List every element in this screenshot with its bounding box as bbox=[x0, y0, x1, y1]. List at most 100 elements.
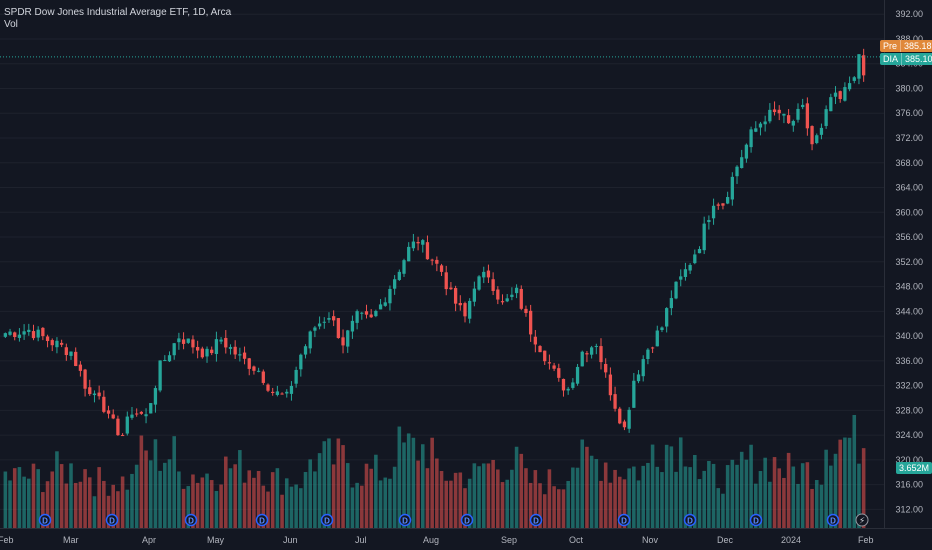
volume-bar bbox=[388, 478, 392, 528]
candle-body bbox=[852, 77, 856, 81]
volume-bar bbox=[139, 435, 144, 528]
dividend-markers: D D D D D D D D D D D D ⚡ bbox=[38, 513, 869, 527]
volume-bar bbox=[768, 481, 772, 528]
dividend-marker-icon bbox=[38, 513, 52, 527]
candle-body bbox=[613, 394, 617, 409]
dividend-marker-letter: D bbox=[687, 517, 693, 526]
volume-bar bbox=[31, 463, 36, 528]
candle-body bbox=[346, 330, 350, 347]
volume-bar bbox=[317, 453, 322, 528]
volume-bar bbox=[233, 464, 237, 528]
candlesticks bbox=[0, 48, 884, 437]
volume-bar bbox=[214, 490, 219, 528]
volume-bar bbox=[557, 489, 561, 528]
candle-body bbox=[744, 144, 749, 159]
candle-body bbox=[735, 166, 739, 177]
volume-bar bbox=[266, 491, 270, 528]
candle-body bbox=[266, 384, 270, 391]
candle-body bbox=[350, 320, 355, 332]
volume-bar bbox=[721, 493, 725, 528]
candle-body bbox=[252, 366, 256, 371]
volume-bar bbox=[439, 470, 444, 528]
candle-body bbox=[135, 413, 139, 415]
price-tick-label: 376.00 bbox=[895, 108, 923, 118]
candle-body bbox=[247, 358, 251, 369]
volume-bar bbox=[472, 463, 477, 528]
volume-bar bbox=[449, 480, 453, 528]
volume-bar bbox=[444, 480, 449, 528]
volume-bar bbox=[55, 451, 59, 528]
volume-bar bbox=[655, 466, 660, 528]
volume-bar bbox=[219, 484, 223, 528]
volume-bar bbox=[97, 467, 101, 528]
candle-body bbox=[491, 279, 495, 291]
price-tick-label: 340.00 bbox=[895, 331, 923, 341]
candle-body bbox=[702, 223, 706, 251]
candle-body bbox=[364, 311, 369, 315]
volume-bar bbox=[838, 439, 842, 528]
volume-bar bbox=[17, 467, 22, 528]
dividend-marker-icon bbox=[826, 513, 840, 527]
candle-body bbox=[332, 316, 336, 321]
candle-body bbox=[36, 329, 40, 338]
volume-bar bbox=[125, 489, 130, 528]
volume-bar bbox=[711, 463, 716, 528]
pre-market-tag: Pre bbox=[883, 40, 902, 52]
candle-body bbox=[88, 387, 92, 395]
volume-value-badge: 3.652M bbox=[896, 462, 932, 474]
volume-bar bbox=[411, 437, 416, 528]
volume-bar bbox=[73, 482, 78, 528]
volume-bar bbox=[200, 477, 205, 528]
candle-body bbox=[444, 272, 448, 290]
time-tick-label: Aug bbox=[423, 535, 439, 545]
price-tick-label: 320.00 bbox=[895, 455, 923, 465]
candle-body bbox=[177, 338, 181, 343]
price-tick-label: 312.00 bbox=[895, 504, 923, 514]
volume-bar bbox=[538, 483, 542, 528]
volume-bar bbox=[683, 466, 688, 528]
volume-bar bbox=[814, 480, 819, 528]
candle-body bbox=[707, 220, 711, 223]
volume-bar bbox=[341, 445, 345, 528]
candle-body bbox=[510, 294, 514, 297]
candle-body bbox=[496, 289, 500, 300]
candle-body bbox=[646, 349, 650, 360]
volume-bar bbox=[87, 477, 92, 528]
volume-bar bbox=[847, 437, 852, 528]
volume-bar bbox=[303, 472, 308, 528]
volume-indicator-label[interactable]: Vol bbox=[4, 19, 18, 30]
candle-body bbox=[378, 304, 383, 310]
candle-body bbox=[153, 388, 158, 405]
volume-bar bbox=[772, 457, 777, 528]
volume-bar bbox=[603, 462, 608, 528]
candle-body bbox=[224, 337, 228, 348]
time-tick-label: Dec bbox=[717, 535, 734, 545]
volume-bar bbox=[83, 469, 87, 528]
volume-bar bbox=[617, 476, 622, 528]
candle-body bbox=[575, 366, 580, 384]
volume-bar bbox=[843, 437, 847, 528]
candle-body bbox=[289, 385, 294, 394]
candle-body bbox=[693, 254, 697, 264]
candle-body bbox=[139, 411, 144, 414]
dividend-marker-letter: D bbox=[109, 517, 115, 526]
candle-body bbox=[477, 276, 481, 290]
volume-bar bbox=[322, 441, 327, 528]
volume-bar bbox=[163, 462, 167, 528]
volume-bar bbox=[777, 468, 782, 528]
volume-bar bbox=[467, 478, 472, 528]
candle-body bbox=[688, 264, 692, 271]
volume-bar bbox=[707, 460, 711, 528]
dividend-marker-letter: D bbox=[753, 517, 759, 526]
candle-body bbox=[819, 127, 824, 135]
candle-body bbox=[660, 327, 664, 331]
volume-bar bbox=[3, 471, 8, 528]
volume-bar bbox=[819, 484, 824, 528]
candle-body bbox=[13, 332, 17, 337]
candle-body bbox=[711, 205, 716, 219]
volume-bar bbox=[242, 482, 247, 528]
time-tick-label: Oct bbox=[569, 535, 584, 545]
candle-body bbox=[777, 109, 781, 114]
candle-body bbox=[102, 396, 106, 412]
